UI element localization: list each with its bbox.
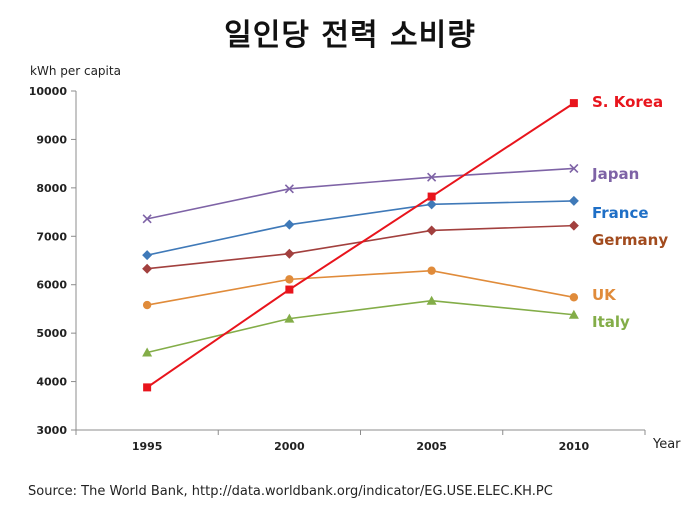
data-point-france [284,219,295,230]
data-point-france [568,195,579,206]
data-point-germany [284,248,295,259]
series-label-s-korea: S. Korea [592,93,663,111]
y-tick-label: 6000 [36,279,67,292]
series-label-germany: Germany [592,231,668,249]
data-point-italy [284,313,295,323]
data-point-germany [568,220,579,231]
series-label-italy: Italy [592,313,630,331]
data-point-japan [427,172,437,182]
x-tick-label: 2010 [559,440,590,453]
x-tick-label: 1995 [132,440,163,453]
series-label-uk: UK [592,286,617,304]
data-point-uk [569,293,579,302]
data-point-france [426,199,437,210]
y-tick-label: 3000 [36,424,67,437]
y-tick-label: 5000 [36,327,67,340]
data-point-uk [285,275,294,284]
data-point-uk [142,300,152,310]
data-point-germany [426,225,437,236]
x-axis-label: Year [652,437,681,452]
y-tick-label: 7000 [36,230,67,243]
data-point-italy [142,347,153,357]
series-line-s-korea [146,102,575,389]
data-point-s-korea [143,383,152,392]
data-point-uk [427,266,436,275]
y-tick-label: 9000 [36,133,67,146]
series-line-germany [147,224,574,270]
data-point-s-korea [427,192,436,201]
data-point-japan [284,184,294,194]
series-line-france [146,200,574,256]
series-label-japan: Japan [591,165,639,183]
data-point-japan [569,163,579,174]
series-line-japan [146,167,574,220]
y-axis-label: kWh per capita [30,64,121,78]
y-tick-label: 8000 [36,182,67,195]
data-point-s-korea [569,99,578,108]
data-point-france [142,250,153,261]
series-label-france: France [592,204,649,222]
y-tick-label: 4000 [36,376,67,389]
data-point-s-korea [285,285,294,294]
series-line-uk [146,269,575,306]
y-tick-label: 10000 [29,85,68,98]
source-note: Source: The World Bank, http://data.worl… [28,484,553,499]
chart-title: 일인당 전력 소비량 [224,18,476,53]
data-point-germany [142,263,153,274]
series-line-italy [146,299,574,354]
x-tick-label: 2000 [274,440,305,453]
data-point-italy [426,295,437,305]
data-point-italy [568,309,579,319]
x-tick-label: 2005 [416,440,447,453]
data-point-japan [142,214,152,224]
